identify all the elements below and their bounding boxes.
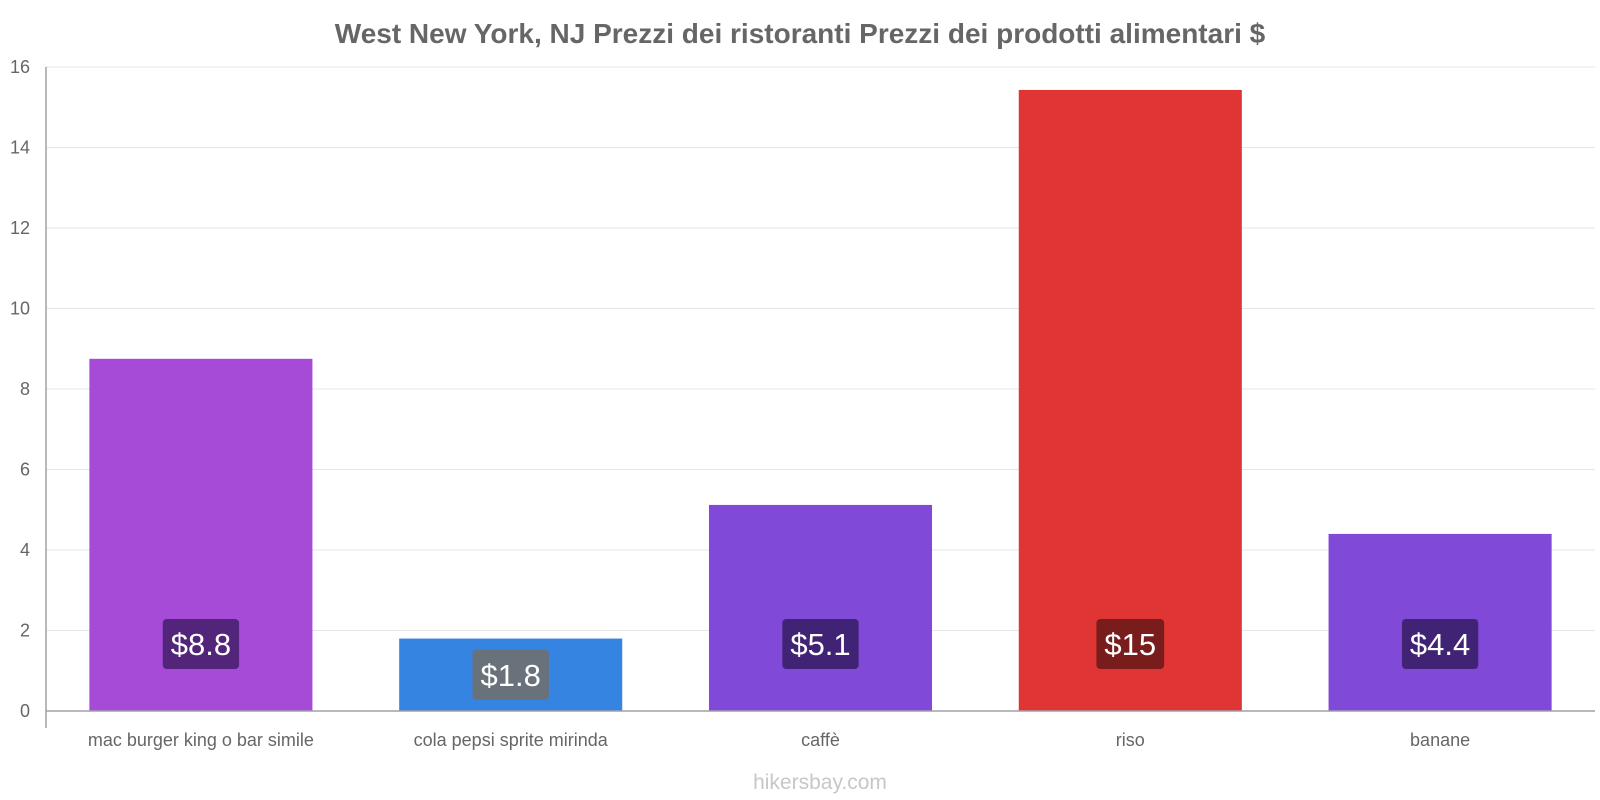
bar-value-label: $5.1 xyxy=(790,627,850,662)
bars-group: $8.8 $1.8 $5.1 $15 $4.4 xyxy=(89,89,1552,711)
x-tick-label: banane xyxy=(1410,730,1470,750)
y-axis: 0 2 4 6 8 10 12 14 16 xyxy=(10,57,47,728)
y-tick-label: 4 xyxy=(20,540,30,560)
chart-title: West New York, NJ Prezzi dei ristoranti … xyxy=(335,18,1266,49)
y-tick-label: 10 xyxy=(10,299,30,319)
y-tick-label: 0 xyxy=(20,701,30,721)
watermark-text: hikersbay.com xyxy=(753,771,887,794)
bar-value-label-bg xyxy=(782,619,859,669)
bar-value-label-bg xyxy=(1401,619,1479,669)
x-axis: mac burger king o bar simile cola pepsi s… xyxy=(46,710,1595,750)
y-tick-label: 2 xyxy=(20,621,30,641)
x-tick-label: caffè xyxy=(801,730,840,750)
x-tick-label: riso xyxy=(1116,730,1145,750)
bar-value-label-bg xyxy=(1096,619,1165,669)
bar-value-label: $15 xyxy=(1104,627,1156,662)
bar xyxy=(1018,89,1242,711)
bar-value-label-bg xyxy=(162,619,240,669)
x-tick-label: mac burger king o bar simile xyxy=(88,730,314,750)
y-tick-label: 16 xyxy=(10,57,30,77)
y-tick-label: 6 xyxy=(20,460,30,480)
y-tick-label: 8 xyxy=(20,379,30,399)
bar-value-label: $1.8 xyxy=(481,658,541,693)
bar-value-label-bg xyxy=(472,649,549,700)
bar xyxy=(708,504,933,711)
y-tick-label: 14 xyxy=(10,138,30,158)
x-tick-label: cola pepsi sprite mirinda xyxy=(414,730,609,750)
y-tick-label: 12 xyxy=(10,218,30,238)
bar-value-label: $8.8 xyxy=(171,627,231,662)
bar-value-label: $4.4 xyxy=(1410,627,1470,662)
